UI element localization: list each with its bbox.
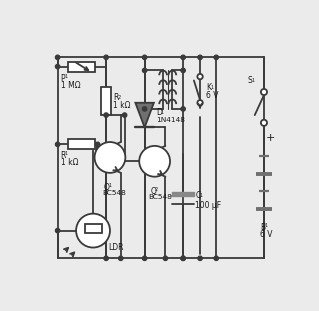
Circle shape [163, 256, 167, 261]
Circle shape [214, 256, 219, 261]
Circle shape [198, 55, 202, 59]
Text: 1N4148: 1N4148 [156, 118, 185, 123]
Text: R: R [113, 93, 118, 102]
Text: K: K [206, 83, 211, 92]
Text: LDR: LDR [108, 243, 124, 252]
Circle shape [104, 55, 108, 59]
Circle shape [181, 68, 185, 72]
Bar [101, 87, 111, 115]
Text: Q: Q [151, 187, 157, 196]
Text: 1: 1 [65, 74, 68, 79]
Text: 1: 1 [211, 85, 214, 90]
Text: 100 μF: 100 μF [196, 201, 222, 210]
Text: BC548: BC548 [102, 190, 126, 196]
Circle shape [104, 256, 108, 261]
Circle shape [104, 113, 108, 117]
Text: 6 V: 6 V [206, 91, 219, 100]
Text: Q: Q [104, 183, 110, 192]
Circle shape [56, 229, 60, 233]
Circle shape [181, 256, 185, 261]
Circle shape [143, 68, 147, 72]
Text: 1: 1 [251, 78, 254, 83]
Text: 1: 1 [65, 151, 68, 156]
Text: 6 V: 6 V [260, 230, 273, 239]
Circle shape [197, 100, 203, 105]
Circle shape [261, 120, 267, 126]
Text: BC548: BC548 [148, 194, 172, 200]
Circle shape [261, 89, 267, 95]
Text: +: + [265, 133, 275, 143]
Text: 2: 2 [117, 95, 120, 100]
Bar [85, 224, 101, 233]
Circle shape [143, 55, 147, 59]
Circle shape [181, 256, 185, 261]
Text: 1 kΩ: 1 kΩ [113, 100, 130, 109]
Circle shape [181, 55, 185, 59]
Text: 2: 2 [155, 187, 158, 192]
Circle shape [76, 214, 110, 248]
Circle shape [56, 64, 60, 69]
Text: 1: 1 [160, 110, 164, 115]
Text: R: R [61, 151, 66, 160]
Circle shape [95, 142, 100, 146]
Text: B: B [260, 223, 265, 232]
Bar [68, 62, 95, 72]
Circle shape [143, 107, 147, 111]
Circle shape [139, 146, 170, 177]
Text: P: P [61, 74, 65, 83]
Circle shape [56, 142, 60, 146]
Text: D: D [156, 108, 162, 117]
Circle shape [94, 142, 125, 173]
Circle shape [214, 55, 219, 59]
Text: 1: 1 [264, 223, 268, 228]
Bar [68, 139, 95, 149]
Text: 1: 1 [108, 183, 111, 188]
Circle shape [198, 256, 202, 261]
Text: 1: 1 [200, 193, 203, 198]
Circle shape [197, 74, 203, 79]
Text: C: C [196, 192, 201, 201]
Text: 1 MΩ: 1 MΩ [61, 81, 80, 90]
Circle shape [181, 107, 185, 111]
Polygon shape [135, 103, 154, 128]
Circle shape [119, 256, 123, 261]
Circle shape [56, 55, 60, 59]
Text: 1 kΩ: 1 kΩ [61, 158, 78, 167]
Circle shape [143, 256, 147, 261]
Text: S: S [247, 76, 252, 85]
Circle shape [122, 113, 127, 117]
